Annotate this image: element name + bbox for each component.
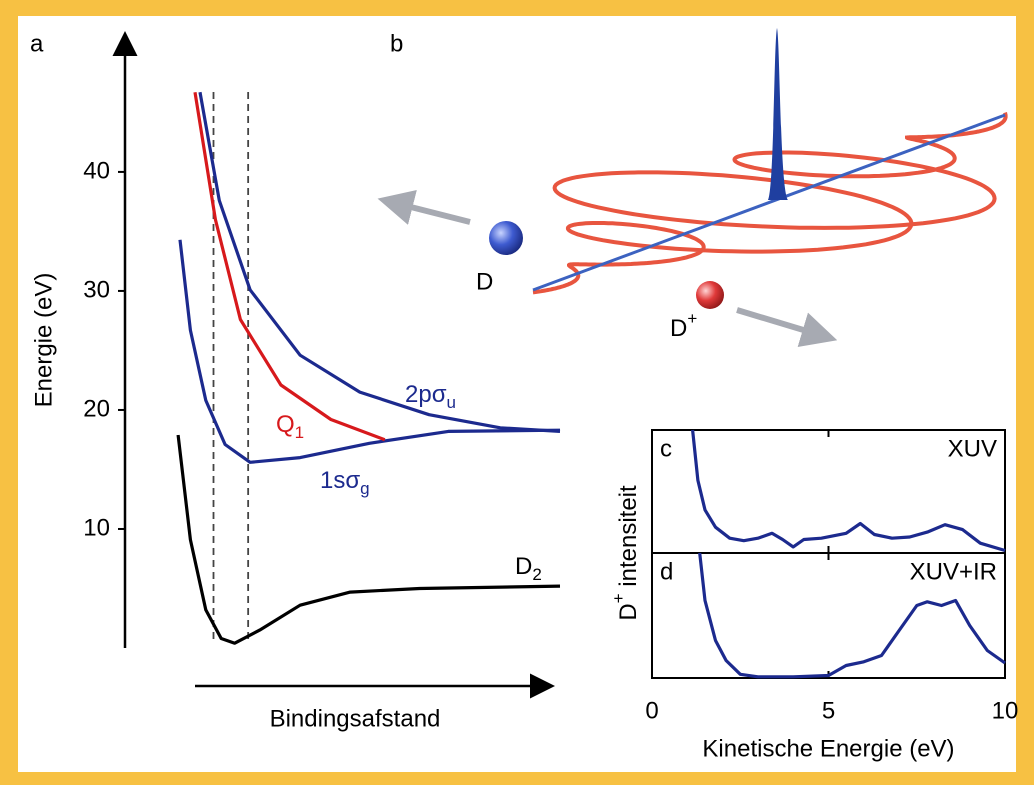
- label-sup: +: [609, 593, 628, 603]
- atom-d: [489, 221, 523, 255]
- text-label: 1sσg: [320, 467, 370, 498]
- label-sub: 1: [295, 423, 304, 442]
- ion-label: D+: [670, 309, 697, 342]
- label-main: D: [515, 553, 532, 580]
- arrow: [377, 189, 471, 225]
- panel-letter: d: [660, 558, 673, 585]
- y-axis-label: Energie (eV): [30, 273, 57, 408]
- panel-letter: c: [660, 435, 672, 462]
- panel-background: [18, 16, 1016, 772]
- y-tick-label: 20: [83, 395, 110, 422]
- x-tick-label: 10: [992, 697, 1019, 724]
- label-sub: 2: [532, 565, 541, 584]
- label-sub: g: [360, 479, 369, 498]
- curve: [193, 91, 386, 442]
- panel-tag: XUV: [948, 435, 997, 462]
- y-tick-label: 40: [83, 157, 110, 184]
- label-main: 1sσ: [320, 467, 360, 494]
- panel-tag: XUV+IR: [910, 558, 997, 585]
- label-main: 2pσ: [405, 381, 447, 408]
- curve: [198, 91, 561, 433]
- label-sub: u: [447, 393, 456, 412]
- arrow: [736, 307, 838, 348]
- label-main: Q: [276, 411, 295, 438]
- x-tick-label: 0: [645, 697, 658, 724]
- x-axis-label: Bindingsafstand: [270, 705, 441, 732]
- curve: [178, 239, 561, 464]
- y-tick-label: 30: [83, 276, 110, 303]
- atom-label: D: [476, 268, 493, 295]
- ion-label-main: D: [670, 315, 687, 342]
- ion-label-sup: +: [687, 309, 697, 328]
- text-label: 2pσu: [405, 381, 456, 412]
- xuv-pulse: [768, 28, 788, 200]
- field-wave: [532, 111, 1008, 295]
- label-post: intensiteit: [615, 485, 642, 593]
- text-label: Q1: [276, 411, 304, 442]
- label-main: D: [615, 603, 642, 620]
- panel-letter: b: [390, 30, 403, 57]
- x-axis-label: Kinetische Energie (eV): [702, 735, 954, 762]
- curve: [176, 434, 561, 645]
- panel-letter: a: [30, 30, 44, 57]
- curve: [691, 429, 1006, 553]
- curve: [698, 552, 1006, 679]
- ion-d: [696, 281, 724, 309]
- propagation-axis: [532, 113, 1006, 292]
- text-label: D+ intensiteit: [609, 485, 642, 621]
- text-label: D2: [515, 553, 542, 584]
- x-tick-label: 5: [822, 697, 835, 724]
- y-tick-label: 10: [83, 514, 110, 541]
